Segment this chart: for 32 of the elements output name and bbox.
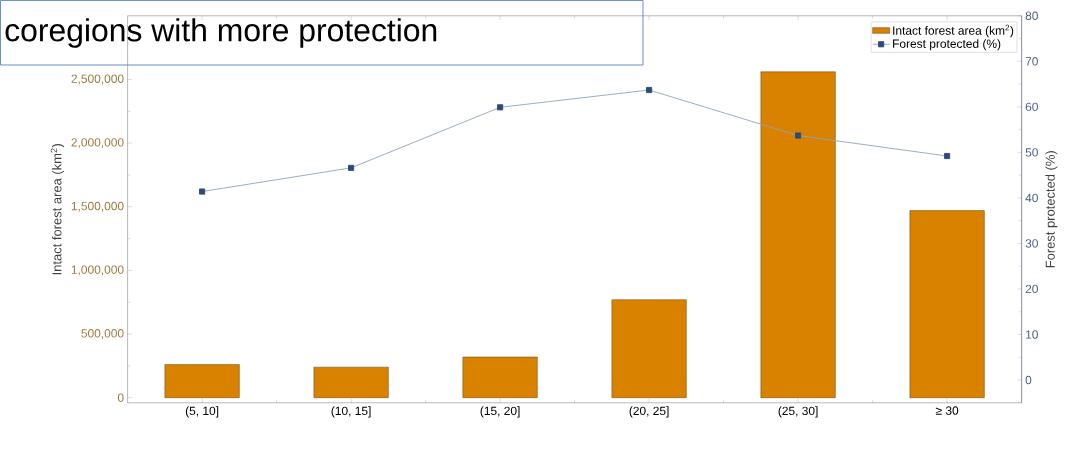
y2-tick-label: 20: [1025, 284, 1038, 294]
bar: [760, 71, 836, 398]
x-tick-label: (10, 15]: [331, 406, 371, 418]
bar: [909, 210, 985, 398]
annotation: coregions with more protection: [5, 18, 437, 48]
y2-tick-label: 50: [1025, 148, 1038, 157]
y2-tick-label: 40: [1025, 193, 1038, 203]
y-tick-label: 1,000,000: [71, 265, 124, 276]
y2-tick-label: 10: [1026, 330, 1038, 339]
y2-tick-label: 30: [1025, 239, 1038, 248]
y2-tick-label: 60: [1025, 102, 1038, 112]
legend-label: Intact forest area (km$^{2}$): [893, 24, 1014, 38]
y-tick-label: 0: [117, 393, 124, 402]
x-tick-label: ≥ 30: [935, 406, 959, 415]
bar: [313, 366, 389, 398]
y-tick-label: 2,000,000: [71, 138, 124, 149]
x-tick-label: (20, 25]: [629, 406, 669, 418]
y2-axis-title: Forest protected (%): [1045, 151, 1058, 268]
y-tick-label: 500,000: [81, 329, 124, 339]
y2-tick-label: 0: [1025, 375, 1032, 385]
bar: [462, 356, 538, 398]
x-tick-label: (15, 20]: [480, 406, 520, 418]
y2-tick-label: 70: [1025, 57, 1038, 66]
bar: [164, 364, 240, 398]
legend-label: Forest protected (%): [893, 39, 1001, 51]
x-tick-label: (5, 10]: [185, 406, 219, 418]
x-tick-label: (25, 30]: [778, 406, 818, 418]
y-tick-label: 1,500,000: [71, 201, 124, 212]
bar: [611, 299, 687, 398]
y-tick-label: 2,500,000: [71, 74, 124, 85]
y-axis-title: Intact forest area (km$^{2}$): [50, 143, 65, 275]
y2-tick-label: 80: [1025, 11, 1038, 21]
